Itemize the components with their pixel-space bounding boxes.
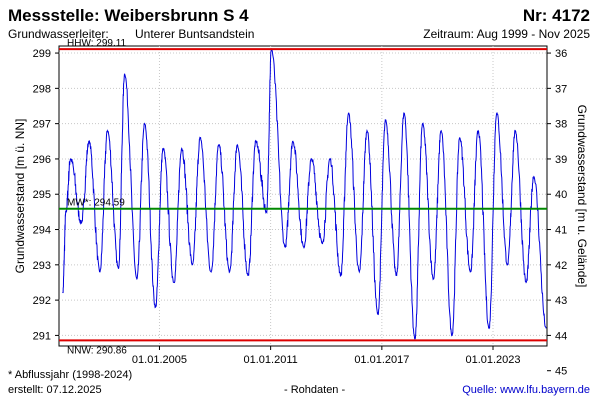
source-link[interactable]: Quelle: www.lfu.bayern.de — [462, 384, 590, 396]
x-tick-label: 01.01.2005 — [132, 354, 187, 366]
footnote: * Abflussjahr (1998-2024) — [8, 369, 133, 381]
x-tick-label: 01.01.2023 — [465, 354, 520, 366]
y-tick-label-right: 38 — [555, 119, 567, 131]
y-tick-label-right: 45 — [555, 366, 567, 378]
reference-label-mw: MW*: 294.59 — [67, 198, 125, 209]
plot-area — [58, 45, 548, 347]
y-tick-label-left: 293 — [33, 260, 51, 272]
aquifer-value: Unterer Buntsandstein — [135, 27, 255, 41]
reference-label-nnw: NNW: 290.86 — [67, 345, 127, 356]
x-tick-label: 01.01.2011 — [244, 354, 298, 366]
y-tick-label-right: 39 — [555, 154, 567, 166]
y-tick-label-left: 296 — [33, 154, 51, 166]
y-tick-label-right: 41 — [555, 225, 567, 237]
created-date: erstellt: 07.12.2025 — [8, 384, 102, 396]
y-tick-label-left: 291 — [33, 330, 51, 342]
raw-data-note: - Rohdaten - — [284, 384, 346, 396]
y-tick-label-left: 299 — [33, 48, 51, 60]
y-tick-label-right: 40 — [555, 189, 567, 201]
y-tick-label-left: 292 — [33, 295, 51, 307]
page-title: Messstelle: Weibersbrunn S 4 — [8, 6, 249, 25]
y-tick-label-left: 297 — [33, 119, 51, 131]
y-tick-label-right: 42 — [555, 260, 567, 272]
y-tick-label-right: 37 — [555, 83, 567, 95]
period-label: Zeitraum: Aug 1999 - Nov 2025 — [423, 27, 590, 41]
y-tick-label-left: 295 — [33, 189, 51, 201]
series-groundwater-level — [62, 47, 547, 340]
y-tick-label-left: 294 — [33, 225, 51, 237]
station-number: Nr: 4172 — [522, 6, 590, 25]
x-tick-label: 01.01.2017 — [354, 354, 409, 366]
reference-label-hhw: HHW: 299.11 — [67, 38, 127, 49]
y-axis-label-right: Grundwasserstand [m u. Gelände] — [575, 105, 589, 288]
y-tick-label-right: 44 — [555, 330, 567, 342]
y-tick-label-right: 43 — [555, 295, 567, 307]
aquifer-label: Grundwasserleiter: — [8, 27, 109, 41]
y-tick-label-right: 36 — [555, 48, 567, 60]
y-axis-label-left: Grundwasserstand [m ü. NN] — [13, 119, 27, 274]
y-tick-label-left: 298 — [33, 83, 51, 95]
